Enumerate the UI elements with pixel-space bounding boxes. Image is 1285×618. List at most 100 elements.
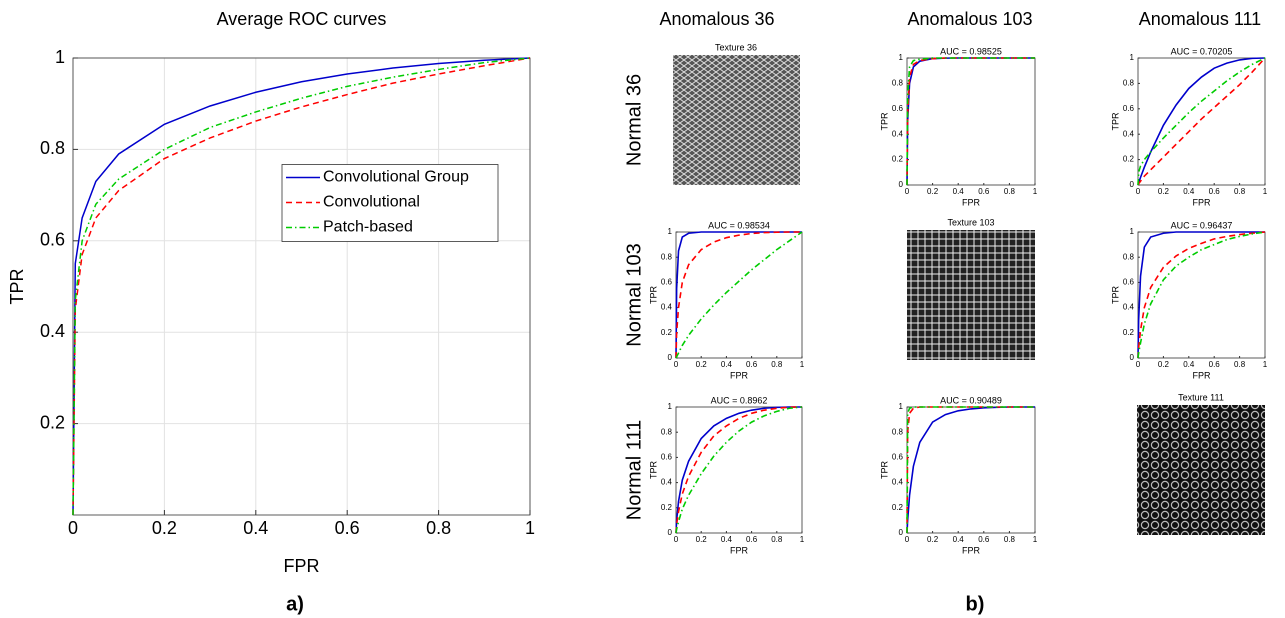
y-axis-label: TPR [879,112,889,131]
column-title: Anomalous 103 [907,9,1032,29]
roc-curve [675,406,803,534]
column-title: Anomalous 111 [1139,9,1261,29]
y-tick-label: 0.8 [1123,252,1135,261]
x-tick-label: 0.6 [1209,187,1221,196]
chart-title: AUC = 0.8962 [711,395,768,405]
x-axis-label: FPR [962,197,981,207]
x-axis-label: FPR [962,545,981,555]
x-tick-label: 0.4 [1183,360,1195,369]
y-tick-label: 0.8 [1123,79,1135,88]
x-tick-label: 0 [68,518,78,538]
y-axis-label: TPR [1110,112,1120,131]
y-tick-label: 1 [668,227,673,236]
x-tick-label: 0.4 [953,535,965,544]
x-tick-label: 0 [1136,187,1141,196]
roc-curve [72,57,531,516]
roc-curve [72,57,531,516]
y-tick-label: 0 [1130,353,1135,362]
roc-curve [72,57,531,516]
y-tick-label: 0 [668,528,673,537]
y-tick-label: 1 [1130,227,1135,236]
x-tick-label: 1 [800,360,805,369]
y-tick-label: 0.2 [661,503,673,512]
x-tick-label: 0.8 [426,518,451,538]
chart-title: AUC = 0.98525 [940,46,1002,56]
texture-title: Texture 103 [947,217,994,227]
chart-title: Average ROC curves [217,9,387,29]
x-tick-label: 0.6 [746,535,758,544]
x-axis-label: FPR [730,370,749,380]
column-title: Anomalous 36 [659,9,774,29]
y-tick-label: 0.2 [1123,328,1135,337]
x-axis-label: FPR [730,545,749,555]
x-tick-label: 0.2 [927,187,939,196]
x-tick-label: 1 [1263,187,1268,196]
texture-image [673,55,800,185]
y-tick-label: 0.8 [40,138,65,158]
y-axis-label: TPR [879,460,889,479]
legend-label: Convolutional [323,194,420,211]
y-tick-label: 0.2 [892,155,904,164]
y-tick-label: 0.6 [661,278,673,287]
x-tick-label: 0.6 [978,535,990,544]
x-tick-label: 0.8 [771,360,783,369]
y-tick-label: 0.2 [661,328,673,337]
x-tick-label: 0.2 [927,535,939,544]
y-tick-label: 0 [668,353,673,362]
y-tick-label: 0.6 [661,453,673,462]
x-tick-label: 0 [905,187,910,196]
x-tick-label: 0 [674,360,679,369]
x-tick-label: 0 [905,535,910,544]
axes-box [1137,57,1266,186]
plot-area [907,407,1035,533]
y-axis-label: TPR [648,460,658,479]
roc-curve [675,406,803,534]
plot-area [1138,232,1265,358]
y-axis-label: TPR [648,285,658,304]
plot-area [676,232,802,358]
y-tick-label: 1 [899,402,904,411]
y-tick-label: 0.6 [1123,104,1135,113]
axes-box [675,406,803,534]
legend-label: Convolutional Group [323,169,469,186]
y-tick-label: 0 [899,180,904,189]
roc-curve [906,57,1035,186]
x-tick-label: 0.2 [152,518,177,538]
x-tick-label: 0 [1136,360,1141,369]
y-axis-label: TPR [7,268,27,304]
x-tick-label: 0.6 [335,518,360,538]
roc-curve [1137,57,1266,186]
y-tick-label: 0.4 [1123,303,1135,312]
chart-title: AUC = 0.96437 [1171,220,1233,230]
x-tick-label: 0.8 [771,535,783,544]
axes-box [72,57,531,516]
x-axis-label: FPR [1193,197,1212,207]
y-tick-label: 0.6 [892,104,904,113]
x-tick-label: 0.8 [1234,187,1246,196]
x-tick-label: 0.2 [1158,187,1170,196]
roc-curve [1137,231,1266,359]
roc-curve [1137,57,1266,186]
x-tick-label: 1 [1263,360,1268,369]
chart-title: AUC = 0.90489 [940,395,1002,405]
x-tick-label: 0 [674,535,679,544]
chart-title: AUC = 0.70205 [1171,46,1233,56]
roc-curve [1137,231,1265,359]
x-tick-label: 1 [1033,187,1038,196]
x-tick-label: 0.4 [721,360,733,369]
y-tick-label: 0.2 [892,503,904,512]
x-tick-label: 0.2 [696,535,708,544]
y-tick-label: 0.6 [40,230,65,250]
panel-label: a) [286,593,304,615]
x-tick-label: 0.4 [953,187,965,196]
x-tick-label: 0.8 [1234,360,1246,369]
x-tick-label: 0.6 [978,187,990,196]
roc-curve [1137,231,1266,359]
y-tick-label: 0.6 [1123,278,1135,287]
plot-area [676,407,802,533]
roc-curve [675,406,802,534]
y-tick-label: 0.4 [892,129,904,138]
texture-image [1137,405,1265,535]
row-title: Normal 103 [623,243,645,346]
